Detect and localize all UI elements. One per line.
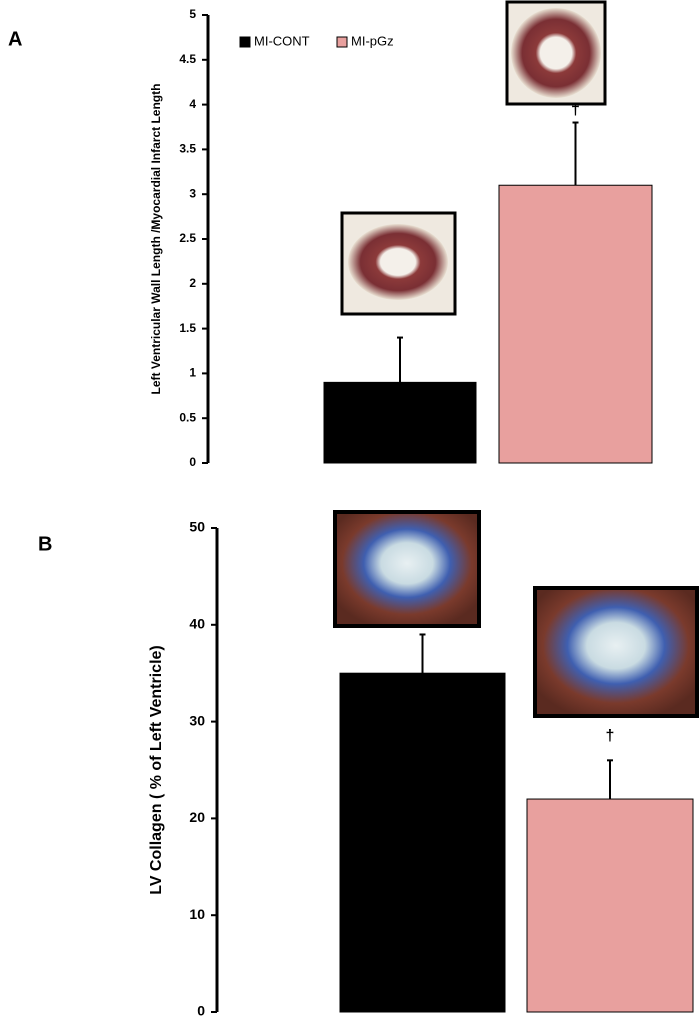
y-tick-label: 0	[189, 455, 196, 469]
legend-label: MI-pGz	[351, 33, 394, 48]
panel-label: A	[8, 28, 22, 50]
annotation: †	[571, 102, 580, 119]
panel-label: B	[38, 533, 52, 555]
photo	[333, 510, 481, 628]
y-tick-label: 40	[189, 616, 205, 632]
y-tick-label: 30	[189, 712, 205, 728]
y-tick-label: 50	[189, 519, 205, 535]
y-tick-label: 4.5	[179, 52, 196, 66]
y-tick-label: 5	[189, 7, 196, 21]
y-axis-label: Left Ventricular Wall Length /Myocardial…	[149, 84, 163, 395]
y-tick-label: 1.5	[179, 321, 196, 335]
photo	[533, 586, 699, 718]
bar	[526, 798, 694, 1013]
y-tick-label: 3.5	[179, 142, 196, 156]
photo	[340, 211, 457, 316]
bar	[323, 381, 477, 464]
y-axis-label: LV Collagen ( % of Left Ventricle)	[148, 645, 165, 895]
y-tick-label: 20	[189, 809, 205, 825]
y-tick-label: 0	[197, 1003, 205, 1019]
y-tick-label: 10	[189, 906, 205, 922]
bar	[339, 672, 506, 1013]
legend-swatch	[239, 36, 251, 48]
legend-swatch	[336, 36, 348, 48]
y-tick-label: 0.5	[179, 410, 196, 424]
y-tick-label: 3	[189, 186, 196, 200]
annotation: †	[606, 728, 615, 745]
y-tick-label: 2.5	[179, 231, 196, 245]
photo	[505, 0, 607, 106]
bar	[498, 184, 653, 464]
y-tick-label: 2	[189, 276, 196, 290]
y-tick-label: 1	[189, 366, 196, 380]
legend-label: MI-CONT	[254, 33, 310, 48]
y-tick-label: 4	[189, 97, 196, 111]
